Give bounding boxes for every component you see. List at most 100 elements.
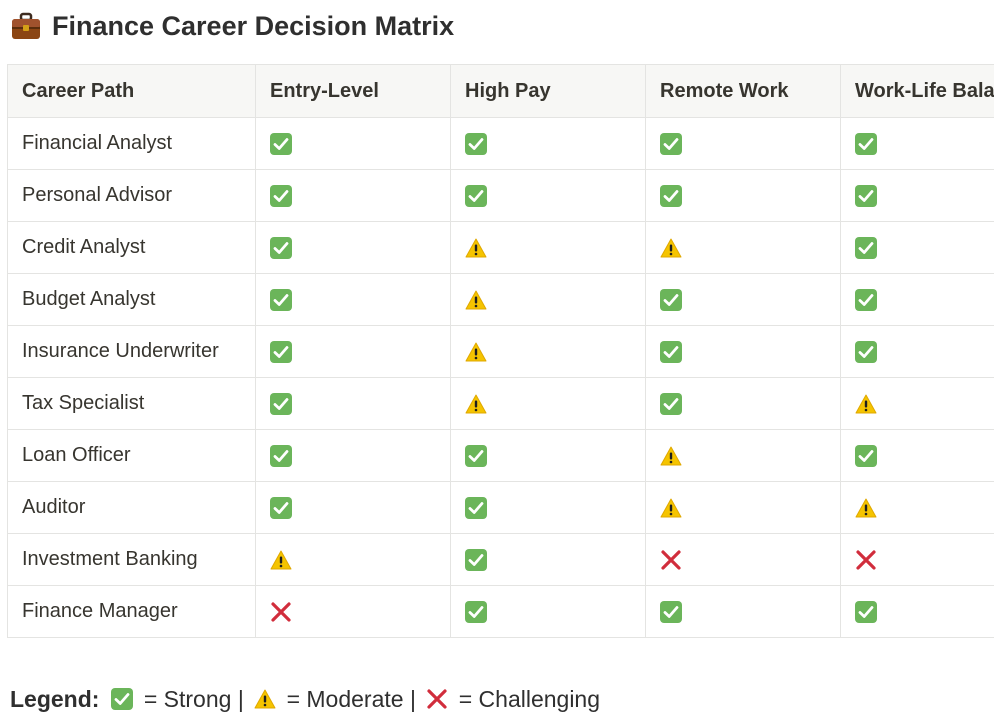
check-mark-icon: [270, 340, 292, 363]
warning-icon: [660, 497, 682, 519]
career-path-cell: Tax Specialist: [7, 377, 256, 430]
check-mark-icon: [270, 132, 292, 155]
rating-cell: [255, 481, 451, 534]
rating-cell: [450, 429, 646, 482]
career-path-cell: Budget Analyst: [7, 273, 256, 326]
rating-cell: [450, 273, 646, 326]
rating-cell: [450, 117, 646, 170]
column-header-career-path: Career Path: [7, 64, 256, 118]
column-header-entry-level: Entry-Level: [255, 64, 451, 118]
check-mark-icon: [465, 184, 487, 207]
check-mark-icon: [855, 340, 877, 363]
rating-cell: [645, 325, 841, 378]
rating-cell: [645, 585, 841, 638]
cross-mark-icon: [270, 601, 292, 623]
warning-icon: [660, 445, 682, 467]
rating-cell: [645, 273, 841, 326]
warning-icon: [254, 688, 276, 710]
legend-item-text: = Moderate |: [280, 685, 423, 712]
rating-cell: [840, 533, 994, 586]
rating-cell: [450, 533, 646, 586]
table-row: Credit Analyst: [7, 221, 994, 274]
career-path-cell: Insurance Underwriter: [7, 325, 256, 378]
check-mark-icon: [465, 132, 487, 155]
table-header-row: Career Path Entry-Level High Pay Remote …: [7, 64, 994, 118]
warning-icon: [465, 393, 487, 415]
rating-cell: [450, 325, 646, 378]
rating-cell: [255, 273, 451, 326]
page-title: Finance Career Decision Matrix: [10, 6, 454, 46]
check-mark-icon: [660, 184, 682, 207]
table-row: Financial Analyst: [7, 117, 994, 170]
table-row: Tax Specialist: [7, 377, 994, 430]
rating-cell: [840, 221, 994, 274]
rating-cell: [450, 377, 646, 430]
legend: Legend: = Strong | = Moderate | = Challe…: [10, 681, 600, 717]
career-path-cell: Personal Advisor: [7, 169, 256, 222]
rating-cell: [450, 221, 646, 274]
legend-label: Legend:: [10, 685, 100, 712]
check-mark-icon: [270, 496, 292, 519]
legend-item-text: = Challenging: [452, 685, 601, 712]
career-path-cell: Loan Officer: [7, 429, 256, 482]
table-row: Budget Analyst: [7, 273, 994, 326]
rating-cell: [645, 221, 841, 274]
check-mark-icon: [465, 496, 487, 519]
warning-icon: [465, 341, 487, 363]
rating-cell: [450, 481, 646, 534]
rating-cell: [840, 429, 994, 482]
column-header-work-life-balance: Work-Life Balance: [840, 64, 994, 118]
cross-mark-icon: [855, 549, 877, 571]
rating-cell: [840, 273, 994, 326]
check-mark-icon: [465, 548, 487, 571]
legend-item-text: = Strong |: [137, 685, 251, 712]
check-mark-icon: [855, 132, 877, 155]
check-mark-icon: [855, 288, 877, 311]
rating-cell: [840, 325, 994, 378]
check-mark-icon: [270, 288, 292, 311]
rating-cell: [645, 429, 841, 482]
check-mark-icon: [660, 600, 682, 623]
check-mark-icon: [855, 184, 877, 207]
check-mark-icon: [465, 600, 487, 623]
rating-cell: [840, 117, 994, 170]
rating-cell: [450, 585, 646, 638]
rating-cell: [840, 585, 994, 638]
check-mark-icon: [660, 288, 682, 311]
check-mark-icon: [270, 236, 292, 259]
rating-cell: [645, 169, 841, 222]
table-row: Insurance Underwriter: [7, 325, 994, 378]
rating-cell: [255, 117, 451, 170]
rating-cell: [255, 585, 451, 638]
warning-icon: [660, 237, 682, 259]
table-row: Investment Banking: [7, 533, 994, 586]
rating-cell: [645, 117, 841, 170]
check-mark-icon: [465, 444, 487, 467]
rating-cell: [255, 533, 451, 586]
check-mark-icon: [660, 340, 682, 363]
career-path-cell: Financial Analyst: [7, 117, 256, 170]
rating-cell: [255, 429, 451, 482]
warning-icon: [465, 289, 487, 311]
table-row: Loan Officer: [7, 429, 994, 482]
rating-cell: [645, 481, 841, 534]
check-mark-icon: [660, 392, 682, 415]
page-title-text: Finance Career Decision Matrix: [52, 10, 455, 41]
table-row: Personal Advisor: [7, 169, 994, 222]
column-header-remote-work: Remote Work: [645, 64, 841, 118]
warning-icon: [855, 393, 877, 415]
table-row: Finance Manager: [7, 585, 994, 638]
check-mark-icon: [855, 600, 877, 623]
rating-cell: [255, 169, 451, 222]
warning-icon: [270, 549, 292, 571]
career-path-cell: Auditor: [7, 481, 256, 534]
check-mark-icon: [270, 444, 292, 467]
check-mark-icon: [270, 184, 292, 207]
cross-mark-icon: [426, 688, 448, 710]
column-header-high-pay: High Pay: [450, 64, 646, 118]
warning-icon: [855, 497, 877, 519]
check-mark-icon: [855, 236, 877, 259]
warning-icon: [465, 237, 487, 259]
check-mark-icon: [111, 688, 134, 710]
rating-cell: [840, 169, 994, 222]
